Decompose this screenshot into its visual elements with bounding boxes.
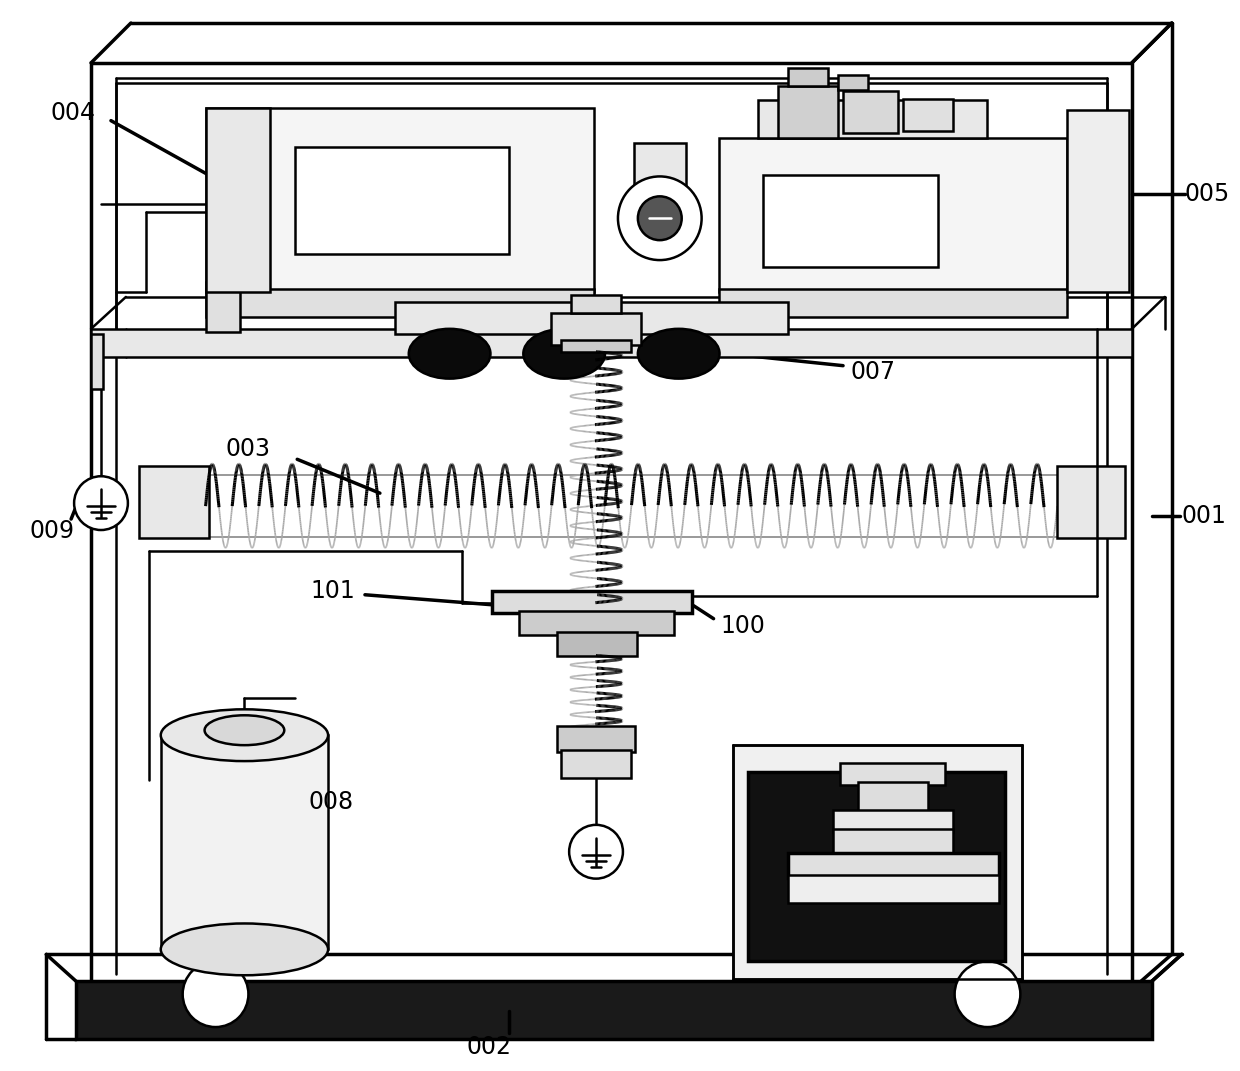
Circle shape [182,962,248,1027]
Text: 009: 009 [30,519,74,543]
Bar [161,735,329,949]
Bar [206,282,241,332]
Bar [572,295,621,313]
Text: 004: 004 [51,101,95,124]
Ellipse shape [523,329,605,379]
Bar [838,75,868,90]
Bar [557,632,637,655]
Bar [492,591,692,613]
Ellipse shape [161,709,329,761]
Circle shape [569,825,622,878]
Bar [206,108,270,292]
Circle shape [74,477,128,530]
Bar [562,340,631,351]
Bar [552,313,641,345]
Text: 002: 002 [467,1035,512,1059]
Text: 100: 100 [720,614,765,637]
Text: 003: 003 [226,437,270,462]
Bar [833,810,952,832]
Text: 001: 001 [1182,504,1226,528]
Bar [520,610,673,635]
Text: 005: 005 [1184,182,1230,207]
Bar [843,91,898,133]
Ellipse shape [409,329,491,379]
Bar [779,86,838,137]
Bar [91,329,1132,357]
Bar [1058,466,1125,538]
Bar [718,289,1068,317]
Bar [903,99,952,131]
Bar [718,137,1068,292]
Circle shape [637,196,682,240]
Bar [206,289,594,317]
Bar [394,302,789,334]
Bar [839,764,945,785]
Circle shape [955,962,1021,1027]
Bar [634,142,686,194]
Bar [139,466,208,538]
Bar [91,63,1132,990]
Bar [759,100,987,137]
Bar [206,108,594,292]
Ellipse shape [637,329,719,379]
Text: 101: 101 [310,578,355,603]
Ellipse shape [161,923,329,976]
Bar [833,829,952,855]
Text: 006: 006 [848,770,893,794]
Bar [562,750,631,778]
Text: 008: 008 [309,790,353,814]
Bar [557,726,635,752]
Bar [749,772,1006,962]
Circle shape [618,177,702,260]
Text: 007: 007 [851,360,895,383]
Bar [91,334,103,389]
Bar [1068,109,1128,292]
Bar [734,745,1022,979]
Bar [858,782,928,812]
Bar [295,147,510,254]
Bar [789,853,999,877]
Ellipse shape [205,715,284,745]
Bar [789,67,828,86]
Bar [789,875,999,903]
Bar [764,176,937,267]
Bar [76,981,1152,1039]
